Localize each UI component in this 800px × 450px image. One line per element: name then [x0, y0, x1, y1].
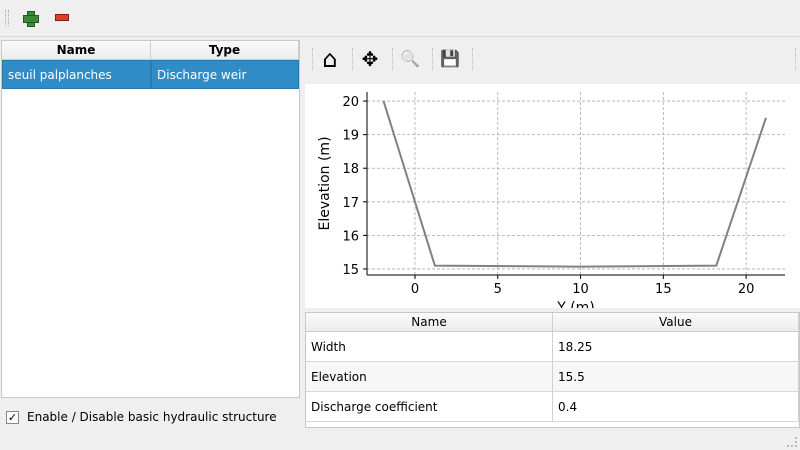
structure-type-cell[interactable]: Discharge weir: [151, 60, 299, 89]
param-value-cell[interactable]: 18.25: [553, 332, 799, 361]
y-tick-label: 19: [342, 129, 359, 144]
enable-structure-checkbox[interactable]: ✓ Enable / Disable basic hydraulic struc…: [6, 410, 277, 424]
y-tick-label: 20: [342, 95, 359, 110]
table-row[interactable]: Width 18.25: [306, 332, 799, 362]
table-row[interactable]: seuil palplanches Discharge weir: [2, 60, 299, 89]
parameters-table: Name Value Width 18.25 Elevation 15.5 Di…: [305, 312, 800, 428]
minus-icon[interactable]: [55, 14, 69, 21]
resize-grip[interactable]: [787, 437, 797, 447]
table-row[interactable]: Discharge coefficient 0.4: [306, 392, 799, 422]
param-value-cell[interactable]: 0.4: [553, 392, 799, 421]
elevation-profile-line: [382, 100, 767, 268]
plus-icon[interactable]: [23, 11, 39, 27]
column-header-value[interactable]: Value: [553, 313, 799, 331]
param-name-cell: Width: [306, 332, 553, 361]
column-header-name[interactable]: Name: [2, 41, 151, 59]
structure-name-cell[interactable]: seuil palplanches: [2, 60, 151, 89]
column-header-name[interactable]: Name: [306, 313, 553, 331]
home-icon[interactable]: ⌂: [322, 45, 338, 73]
move-icon[interactable]: ✥: [361, 47, 379, 71]
x-tick-label: 5: [494, 282, 502, 297]
x-tick-label: 15: [655, 282, 672, 297]
table-row[interactable]: Elevation 15.5: [306, 362, 799, 392]
structures-table: Name Type seuil palplanches Discharge we…: [1, 40, 300, 398]
y-tick-label: 15: [342, 263, 359, 278]
x-tick-label: 20: [738, 282, 755, 297]
checkbox[interactable]: ✓: [6, 410, 19, 424]
y-tick-label: 16: [342, 229, 359, 244]
chart-svg: 0 5 10 15 20 15 16 17 18 19 20 Y (m) Elevation (m): [317, 92, 785, 308]
x-tick-label: 10: [572, 282, 589, 297]
param-name-cell: Elevation: [306, 362, 553, 391]
y-tick-label: 17: [342, 196, 359, 211]
zoom-icon[interactable]: 🔍: [400, 49, 420, 68]
column-header-type[interactable]: Type: [151, 41, 299, 59]
toolbar-grip[interactable]: [5, 10, 9, 26]
x-tick-label: 0: [411, 282, 419, 297]
elevation-chart[interactable]: 0 5 10 15 20 15 16 17 18 19 20 Y (m) Elevation (m): [305, 84, 800, 308]
param-value-cell[interactable]: 15.5: [553, 362, 799, 391]
param-name-cell: Discharge coefficient: [306, 392, 553, 421]
y-axis-label: Elevation (m): [317, 136, 333, 230]
y-tick-label: 18: [342, 162, 359, 177]
main-toolbar: [0, 0, 800, 37]
checkbox-label: Enable / Disable basic hydraulic structu…: [27, 410, 277, 424]
save-icon[interactable]: 💾: [440, 49, 460, 68]
plot-toolbar: ⌂ ✥ 🔍 💾: [305, 42, 800, 78]
x-axis-label: Y (m): [556, 300, 595, 308]
